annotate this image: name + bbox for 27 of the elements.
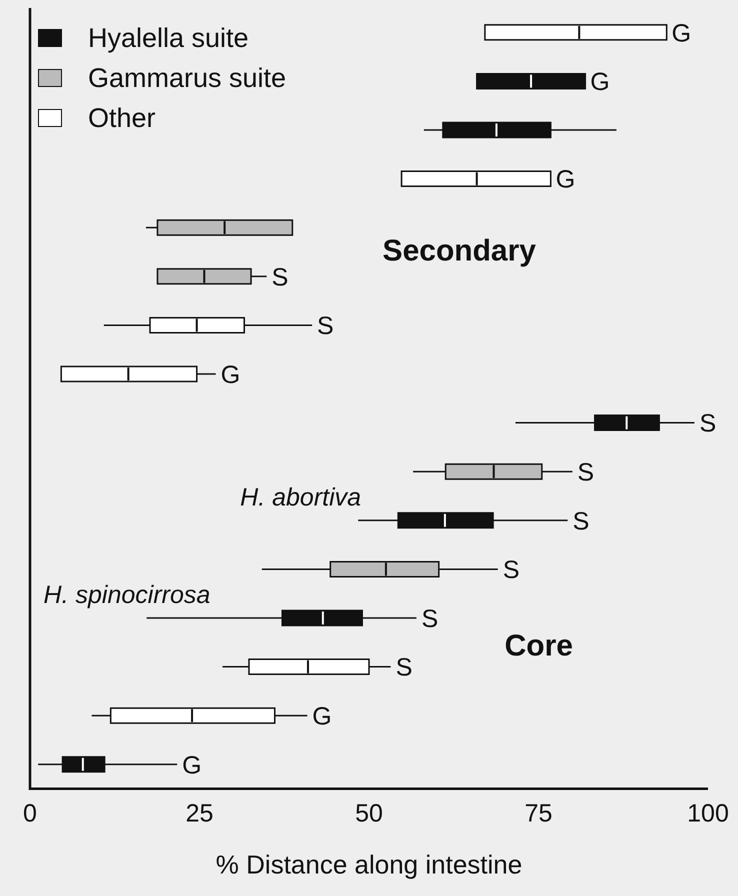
annotation: Core — [504, 630, 573, 663]
annotation: Secondary — [382, 234, 536, 268]
x-tick-label: 100 — [687, 800, 729, 828]
text: S — [699, 410, 716, 438]
text: S — [396, 654, 412, 682]
text: G — [556, 166, 576, 194]
text: G — [590, 68, 610, 96]
legend-label: Hyalella suite — [88, 22, 249, 54]
text: S — [502, 556, 520, 584]
x-tick-label: 50 — [355, 800, 383, 828]
text: S — [577, 458, 594, 486]
x-tick-label: 75 — [524, 800, 552, 828]
x-axis-title: % Distance along intestine — [216, 850, 522, 880]
legend-label: Gammarus suite — [88, 62, 286, 94]
text: S — [272, 263, 288, 292]
text: G — [312, 702, 332, 730]
text: G — [182, 751, 202, 780]
text: G — [672, 19, 692, 48]
text: S — [572, 507, 590, 536]
annotation: H. spinocirrosa — [44, 580, 210, 609]
text: G — [220, 360, 240, 389]
text: S — [317, 312, 334, 340]
annotation: H. abortiva — [240, 483, 362, 512]
text: S — [421, 604, 438, 633]
x-tick-label: 0 — [23, 800, 37, 828]
x-tick-label: 25 — [186, 800, 214, 828]
legend-label: Other — [88, 102, 156, 134]
